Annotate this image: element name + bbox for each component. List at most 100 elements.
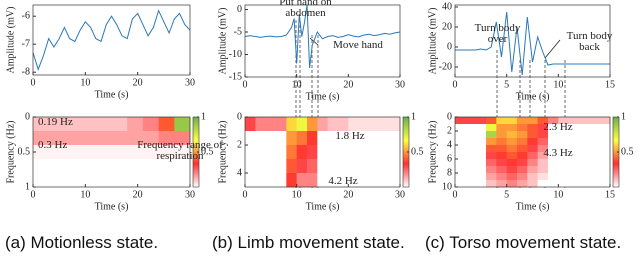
heat-cell [569,173,580,180]
heat-cell [496,159,507,166]
annotation: 0.3 Hz [38,140,88,151]
x-tick-label: 15 [605,79,615,90]
heat-cell [33,173,49,187]
heat-cell [600,166,611,173]
heat-cell [548,138,559,145]
heat-cell [390,117,401,131]
heat-cell [390,145,401,159]
heat-cell [527,180,538,187]
heat-cell [589,152,600,159]
heat-cell [455,145,466,152]
heat-cell [507,124,518,131]
panel: 0.510102030024Time (s)Frequency (Hz) [217,111,423,212]
heat-cell [600,131,611,138]
heat-cell [49,159,65,173]
y-tick-label: 10 [442,181,452,192]
colorbar-tick-label: 1 [621,111,626,122]
heat-cell [369,145,380,159]
heat-cell [517,173,528,180]
heat-cell [286,145,297,159]
caption: (c) Torso movement state. [425,232,640,276]
heat-cell [307,117,318,131]
heat-cell [390,159,401,173]
heat-cell [276,145,287,159]
heat-cell [507,138,518,145]
heat-cell [558,180,569,187]
heat-cell [507,173,518,180]
x-tick-label: 20 [133,189,143,200]
heat-cell [548,173,559,180]
x-tick-label: 5 [504,79,509,90]
colorbar-tick-label: 0.5 [621,146,634,157]
heat-cell [569,138,580,145]
x-tick-label: 15 [605,189,615,200]
heat-cell [112,173,128,187]
y-tick-label: 40 [442,1,452,12]
heat-cell [496,180,507,187]
y-tick-label: -5 [234,26,242,37]
x-tick-label: 10 [292,189,302,200]
heat-cell [245,145,256,159]
heat-cell [507,145,518,152]
y-tick-label: -6 [22,10,30,21]
heat-cell [579,180,590,187]
heat-cell [49,173,65,187]
y-tick-label: 4 [447,139,452,150]
heat-cell [465,173,476,180]
heat-cell [255,159,266,173]
heat-cell [476,131,487,138]
x-axis-label: Time (s) [516,91,550,102]
heat-cell [369,159,380,173]
heat-cell [476,166,487,173]
heat-cell [307,131,318,145]
y-tick-label: -8 [22,66,30,77]
y-tick-label: 0 [25,111,30,122]
heat-cell [348,159,359,173]
heat-cell [328,145,339,159]
heat-cell [600,152,611,159]
heat-cell [486,159,497,166]
heat-cell [266,117,277,131]
heat-cell [548,180,559,187]
heat-cell [159,173,175,187]
heat-cell [455,166,466,173]
heat-cell [159,117,175,131]
x-axis-label: Time (s) [306,91,340,102]
y-tick-label: 0 [447,41,452,52]
y-tick-label: 6 [447,153,452,164]
y-axis-label: Frequency (Hz) [427,120,438,183]
heat-cell [589,131,600,138]
heat-cell [517,166,528,173]
heat-cell [486,117,497,124]
heat-cell [276,159,287,173]
heat-cell [538,138,549,145]
x-axis-label: Time (s) [516,201,550,212]
heat-cell [465,138,476,145]
heat-cell [538,166,549,173]
figure: 0102030-8-7-6Time (s)Amplitude (mV)01020… [0,0,640,280]
heat-cell [486,173,497,180]
heat-cell [455,159,466,166]
heat-cell [589,117,600,124]
x-tick-label: 0 [453,79,458,90]
heat-cell [266,131,277,145]
annotation: Put hand on abdomen [268,0,343,19]
heat-cell [455,131,466,138]
y-tick-label: 2 [447,125,452,136]
heat-cell [600,145,611,152]
heat-cell [317,117,328,131]
heat-cell [527,166,538,173]
x-tick-label: 10 [553,79,563,90]
heat-cell [245,117,256,131]
heat-cell [455,152,466,159]
x-tick-label: 10 [80,77,90,88]
heat-cell [600,124,611,131]
heat-cell [96,131,112,145]
heat-cell [33,159,49,173]
heat-cell [379,145,390,159]
heat-cell [390,131,401,145]
heat-cell [527,159,538,166]
x-tick-label: 0 [243,79,248,90]
heat-cell [80,159,96,173]
heat-cell [507,131,518,138]
